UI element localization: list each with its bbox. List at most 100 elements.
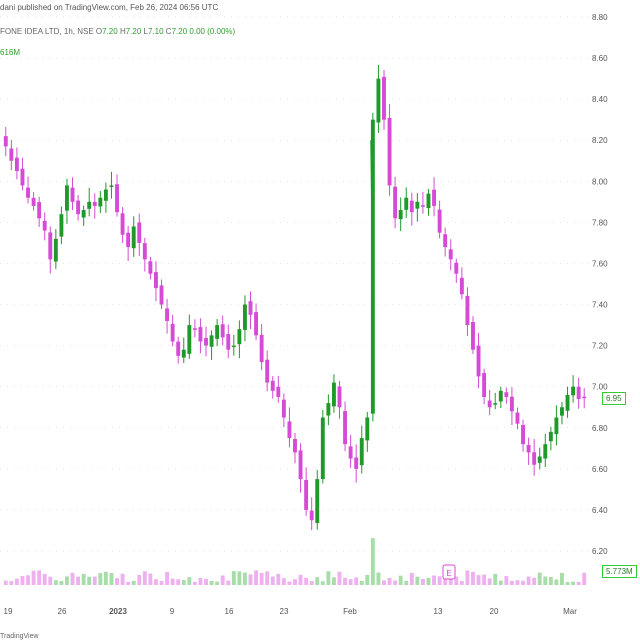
candle-body <box>42 220 47 231</box>
candle-body <box>37 202 42 219</box>
candle-body <box>504 392 509 397</box>
volume-bar <box>326 571 331 585</box>
volume-bar <box>365 574 370 585</box>
candle-body <box>543 444 548 459</box>
candle-body <box>320 417 325 480</box>
volume-bar <box>14 578 19 585</box>
volume-bar <box>103 571 108 585</box>
candle-body <box>409 200 414 213</box>
candle-body <box>248 301 253 315</box>
candle-body <box>98 197 103 207</box>
volume-bar <box>92 576 97 585</box>
candle-body <box>331 382 336 407</box>
volume-bar <box>537 572 542 585</box>
x-tick-label: 9 <box>170 607 175 616</box>
candle-body <box>287 421 292 439</box>
candle-body <box>471 322 475 350</box>
volume-bar <box>265 571 270 585</box>
volume-bar <box>42 573 47 585</box>
x-tick-label: 16 <box>225 607 234 616</box>
y-tick-label: 8.80 <box>592 13 608 22</box>
candle-body <box>181 349 186 358</box>
volume-bar <box>487 578 492 585</box>
y-tick-label: 6.40 <box>592 506 608 515</box>
x-tick-label: 23 <box>280 607 289 616</box>
volume-bar <box>53 580 58 585</box>
open-label: O <box>95 27 103 36</box>
volume-bar <box>409 572 414 585</box>
volume-bar <box>548 576 553 585</box>
volume-bar <box>476 575 481 585</box>
candle-body <box>165 308 170 321</box>
volume-bar <box>331 577 336 585</box>
y-tick-label: 6.80 <box>592 424 608 433</box>
low-label: L <box>143 27 148 36</box>
candle-body <box>48 232 53 260</box>
volume-bar <box>65 576 69 585</box>
candle-body <box>493 403 498 405</box>
y-tick-label: 6.20 <box>592 547 608 556</box>
volume-bar <box>298 574 303 585</box>
volume-bar <box>215 581 220 585</box>
volume-bar <box>237 571 242 585</box>
volume-bar <box>165 571 170 585</box>
volume-bar <box>81 573 86 585</box>
high-value: 7.20 <box>125 27 142 36</box>
candle-body <box>337 386 342 408</box>
gap-candle <box>370 140 374 293</box>
volume-bar <box>404 580 409 585</box>
high-label: H <box>119 27 126 36</box>
y-tick-label: 8.40 <box>592 95 608 104</box>
candle-body <box>265 359 270 383</box>
volume-bar <box>254 570 259 585</box>
symbol-label: FONE IDEA LTD, 1h, NSE <box>0 27 94 36</box>
volume-bar <box>281 578 286 585</box>
volume-bar <box>287 581 292 585</box>
x-tick-label: 26 <box>58 607 67 616</box>
candle-body <box>142 243 147 260</box>
volume-bar <box>192 581 197 585</box>
candle-body <box>242 304 247 330</box>
candle-body <box>20 168 25 186</box>
y-tick-label: 6.60 <box>592 465 608 474</box>
volume-bar <box>571 581 576 585</box>
volume-bar <box>259 572 264 585</box>
volume-bar <box>560 572 564 585</box>
volume-bar <box>70 572 75 585</box>
candle-body <box>270 380 275 391</box>
volume-bar <box>48 576 53 585</box>
candle-body <box>159 285 164 305</box>
volume-bar <box>420 579 425 585</box>
candle-body <box>126 232 131 248</box>
candle-body <box>204 337 208 346</box>
volume-bar <box>471 571 475 585</box>
candle-body <box>192 328 197 330</box>
volume-bar <box>159 581 164 585</box>
y-tick-label: 7.40 <box>592 301 608 310</box>
candle-body <box>209 335 214 347</box>
candle-body <box>259 334 264 363</box>
candle-body <box>565 394 570 411</box>
volume-bar <box>3 580 8 585</box>
volume-bar <box>387 577 392 585</box>
candle-body <box>215 325 220 339</box>
volume-bar <box>248 574 253 585</box>
candle-body <box>53 238 58 262</box>
x-tick-label: 2023 <box>109 607 127 616</box>
volume-bar <box>582 572 587 585</box>
volume-bar <box>521 580 525 585</box>
candle-body <box>398 210 403 220</box>
candle-body <box>437 209 442 233</box>
candle-body <box>14 157 19 172</box>
volume-bar <box>415 576 420 585</box>
volume-bar <box>9 581 14 585</box>
candle-body <box>103 189 108 201</box>
volume-bar <box>504 576 509 585</box>
candle-body <box>548 431 553 442</box>
candle-body <box>498 390 503 402</box>
volume-bar <box>320 581 325 585</box>
volume-bar <box>181 580 186 585</box>
candle-body <box>387 117 392 186</box>
candle-body <box>348 446 353 459</box>
